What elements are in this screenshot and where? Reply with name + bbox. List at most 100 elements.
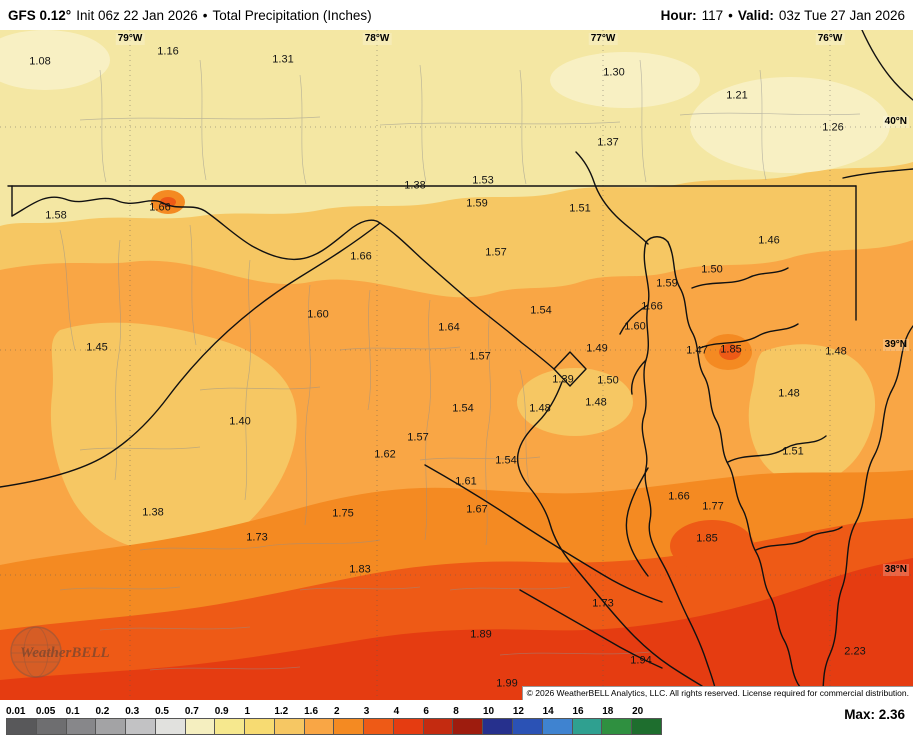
longitude-label: 76°W: [815, 33, 845, 45]
globe-icon: [10, 626, 62, 678]
longitude-label: 77°W: [588, 33, 618, 45]
max-value: 2.36: [878, 707, 905, 722]
separator-dot: •: [202, 7, 208, 23]
legend-color-cell: [126, 719, 156, 734]
gold-patch-west: [50, 322, 297, 554]
virginia-westvirginia-border: [0, 222, 381, 488]
legend-tick: 6: [423, 706, 429, 717]
legend-tick: 1.2: [274, 706, 289, 717]
precip-value-label: 1.48: [585, 396, 607, 409]
chester-river: [699, 323, 799, 349]
precip-value-label: 1.73: [592, 597, 614, 610]
legend-color-cell: [483, 719, 514, 734]
precip-value-label: 1.50: [597, 374, 619, 387]
precip-value-label: 1.66: [641, 300, 663, 313]
legend-color-cell: [7, 719, 37, 734]
legend-color-cell: [423, 719, 454, 734]
legend-tick: 18: [602, 706, 614, 717]
legend-tick: 0.5: [155, 706, 169, 717]
legend-color-cell: [542, 719, 573, 734]
legend-color-cell: [572, 719, 603, 734]
susquehanna-river: [575, 151, 649, 245]
precip-value-label: 1.39: [552, 373, 574, 386]
severn-river: [630, 359, 647, 395]
county-boundaries: [59, 59, 861, 671]
precip-value-label: 1.99: [496, 677, 518, 690]
legend-tick: 20: [632, 706, 644, 717]
precip-value-label: 1.73: [246, 531, 268, 544]
legend-color-cell: [96, 719, 127, 734]
delaware-river: [861, 30, 913, 101]
legend-tick: 1: [244, 706, 251, 717]
legend-tick: 0.3: [125, 706, 140, 717]
precip-value-label: 1.62: [374, 448, 396, 461]
band-red-south: [0, 558, 913, 700]
legend-tick: 0.2: [95, 706, 110, 717]
legend-color-cell: [393, 719, 424, 734]
patapsco-river: [619, 304, 649, 335]
legend-color-cell: [632, 719, 661, 734]
header-right: Hour: 117 • Valid: 03z Tue 27 Jan 2026: [661, 8, 905, 23]
precip-value-label: 1.75: [332, 507, 354, 520]
precip-value-label: 1.26: [822, 121, 844, 134]
valid-label: Valid:: [737, 7, 774, 23]
chesapeake-bay-head: [645, 236, 669, 243]
latitude-label: 39°N: [882, 339, 909, 351]
precip-value-label: 1.77: [702, 500, 724, 513]
precip-value-label: 1.85: [720, 343, 742, 356]
choptank-river: [727, 435, 827, 463]
map-value-labels: 1.08 1.16 1.31 1.30 1.21 1.26 1.37 1.38 1.53 1.59…: [0, 30, 913, 700]
legend-color-cell: [364, 719, 394, 734]
init-time: Init 06z 22 Jan 2026: [76, 7, 198, 23]
legend-tick: 4: [393, 706, 400, 717]
precip-value-label: 1.66: [350, 250, 372, 263]
precip-value-label: 1.83: [349, 563, 371, 576]
legend-tick: 3: [363, 706, 370, 717]
precip-value-label: 1.21: [726, 89, 748, 102]
legend-color-cell: [36, 719, 67, 734]
precip-value-label: 1.48: [529, 402, 551, 415]
legend-color-cell: [66, 719, 97, 734]
precip-value-label: 1.58: [45, 209, 67, 222]
precip-value-label: 1.57: [485, 246, 507, 259]
nanticoke-river: [755, 526, 843, 551]
graticule-gridlines: [0, 30, 913, 700]
header-left: GFS 0.12° Init 06z 22 Jan 2026 • Total P…: [8, 8, 372, 23]
legend-color-cell: [215, 719, 246, 734]
rappahannock-river: [424, 464, 663, 603]
patuxent-river: [625, 467, 649, 577]
legend-color-cell: [602, 719, 633, 734]
precip-value-label: 1.59: [656, 277, 678, 290]
legend-tick: 0.01: [6, 706, 26, 717]
precip-value-label: 1.89: [470, 628, 492, 641]
precip-value-label: 1.51: [782, 445, 804, 458]
precip-value-label: 1.60: [624, 320, 646, 333]
legend-tick: 2: [333, 706, 340, 717]
legend-tick: 14: [542, 706, 554, 717]
potomac-river-lower: [516, 381, 703, 687]
legend-tick: 12: [512, 706, 524, 717]
legend-tick: 16: [572, 706, 584, 717]
precip-value-label: 1.38: [404, 179, 426, 192]
sassafras-river: [691, 267, 789, 289]
precip-value-label: 1.45: [86, 341, 108, 354]
longitude-label: 78°W: [362, 33, 392, 45]
legend-color-cell: [274, 719, 305, 734]
precip-value-label: 1.66: [149, 201, 171, 214]
hour-label: Hour:: [660, 7, 697, 23]
valid-value: 03z Tue 27 Jan 2026: [778, 7, 905, 23]
atlantic-coastline: [819, 325, 913, 700]
chesapeake-bay-east-shore: [667, 241, 811, 700]
precip-value-label: 1.38: [142, 506, 164, 519]
precip-value-label: 1.16: [157, 45, 179, 58]
precip-value-label: 1.47: [686, 344, 708, 357]
precip-value-label: 1.46: [758, 234, 780, 247]
precip-value-label: 1.48: [825, 345, 847, 358]
pennsylvania-delaware-border: [842, 168, 913, 179]
legend-ticks: 0.01 0.05 0.1 0.2 0.3 0.5 0.7 0.9 1 1.2 1.6 2 3 4 6 8 10…: [6, 705, 662, 718]
state-borders-and-coastlines: [0, 30, 913, 700]
precip-value-label: 1.94: [630, 654, 652, 667]
precip-value-label: 1.50: [701, 263, 723, 276]
precip-value-label: 1.67: [466, 503, 488, 516]
